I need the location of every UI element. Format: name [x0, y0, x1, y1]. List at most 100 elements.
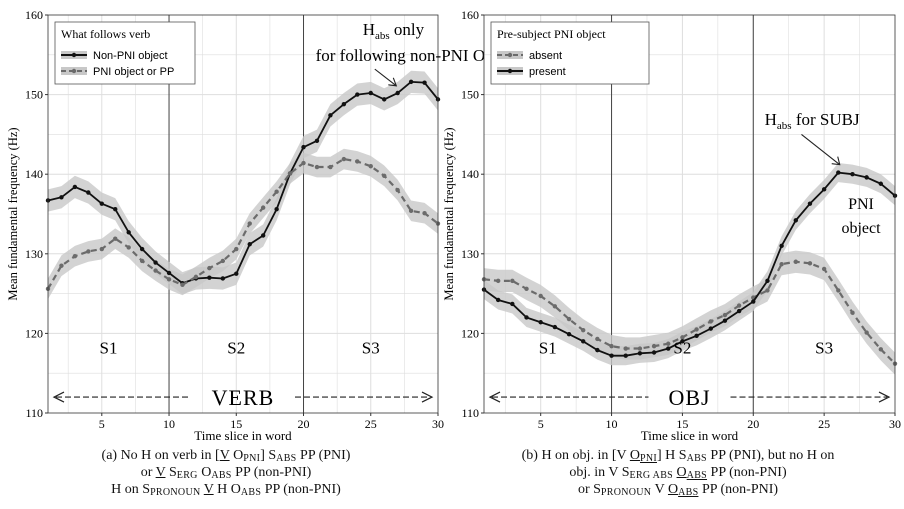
- data-point: [314, 138, 320, 143]
- caption-segment: V: [155, 465, 166, 480]
- caption-segment: ERG ABS: [629, 470, 674, 481]
- x-tick-label: 5: [538, 417, 544, 431]
- data-point: [680, 335, 685, 340]
- data-point: [581, 339, 586, 344]
- data-point: [220, 258, 226, 264]
- confidence-band-1: [484, 250, 895, 375]
- data-point: [139, 258, 145, 264]
- caption-segment: PP (non-PNI): [231, 465, 312, 480]
- annotation-arrow: [374, 68, 397, 87]
- x-tick-label: 10: [606, 417, 618, 431]
- series-line-2: [47, 157, 439, 290]
- x-tick-label: 25: [818, 417, 830, 431]
- caption-segment: O: [676, 465, 687, 480]
- y-tick-label: 160: [461, 8, 479, 22]
- chart-panel-a: 110 120 130 140 150 160 5 10 15 20 25 30 Time slice …: [6, 8, 503, 443]
- caption-panel-a: (a) No H on verb in [V OPNI] SABS PP (PN…: [0, 447, 452, 498]
- data-point: [779, 243, 784, 249]
- data-point: [878, 347, 884, 352]
- data-point: [821, 266, 827, 272]
- x-tick-label: 30: [889, 417, 901, 431]
- caption-segment: PRONOUN: [150, 487, 201, 498]
- data-point: [651, 350, 657, 355]
- x-tick-label: 25: [365, 417, 377, 431]
- caption-segment: H on S: [111, 482, 151, 497]
- data-point: [637, 351, 643, 356]
- data-point: [287, 171, 293, 176]
- region-label-s3: S3: [815, 338, 833, 357]
- data-point: [708, 319, 713, 324]
- caption-segment: V: [219, 448, 230, 463]
- data-point: [666, 346, 671, 351]
- annotation-line-2: for following non-PNI OBJ: [316, 46, 504, 65]
- data-point: [793, 259, 798, 264]
- data-point: [247, 221, 252, 226]
- caption-segment: ] S: [260, 448, 277, 463]
- caption-segment: O: [229, 448, 244, 463]
- annotation-line-1: Habs for SUBJ: [765, 110, 860, 132]
- y-axis-label: Mean fundamental frequency (Hz): [6, 127, 20, 300]
- series-line-2: [483, 171, 896, 357]
- x-axis-label: Time slice in word: [194, 428, 292, 443]
- data-point: [99, 246, 104, 252]
- data-point: [694, 327, 699, 332]
- x-tick-label: 10: [163, 417, 175, 431]
- data-point: [153, 260, 158, 265]
- data-point: [382, 173, 387, 178]
- axes-frame: [483, 14, 896, 414]
- data-point: [166, 270, 172, 276]
- data-point: [207, 265, 212, 271]
- data-point: [510, 278, 515, 284]
- data-point: [850, 172, 855, 177]
- caption-line: or V SERG OABS PP (non-PNI): [0, 464, 452, 481]
- data-point: [538, 320, 543, 325]
- data-point: [86, 190, 91, 195]
- series-line-1: [483, 260, 896, 365]
- data-point: [301, 160, 306, 166]
- data-point: [850, 310, 855, 315]
- annotation-arrowhead: [388, 77, 398, 87]
- data-point: [765, 278, 770, 284]
- caption-segment: O: [667, 482, 679, 497]
- data-point: [113, 236, 118, 241]
- y-tick-label: 150: [461, 88, 479, 102]
- data-point: [314, 164, 320, 170]
- data-point: [765, 288, 770, 293]
- y-axis-label: Mean fundamental frequency (Hz): [442, 127, 456, 300]
- data-point: [538, 293, 543, 299]
- caption-line: or SPRONOUN V OABS PP (non-PNI): [452, 481, 904, 498]
- word-label: OBJ: [668, 385, 710, 410]
- data-point: [355, 159, 360, 164]
- data-point: [495, 297, 501, 303]
- data-point: [836, 288, 841, 293]
- data-point: [180, 282, 185, 288]
- data-point: [395, 90, 400, 96]
- legend-title: Pre-subject PNI object: [497, 27, 606, 41]
- x-tick-label: 30: [432, 417, 444, 431]
- legend-point-swatch: [71, 68, 77, 74]
- data-point: [566, 331, 572, 337]
- x-tick-label: 20: [747, 417, 759, 431]
- caption-segment: ABS: [678, 487, 699, 498]
- extra-label-line-1: PNI: [848, 196, 874, 213]
- caption-segment: obj. in V S: [569, 465, 630, 480]
- data-point: [422, 211, 427, 216]
- caption-segment: ABS: [686, 453, 707, 464]
- caption-segment: (a) No H on verb in [: [101, 448, 220, 463]
- data-point: [495, 278, 501, 284]
- data-point: [751, 299, 756, 304]
- data-point: [328, 113, 333, 118]
- caption-segment: V: [203, 482, 214, 497]
- data-point: [722, 318, 728, 323]
- caption-segment: ABS: [240, 487, 262, 498]
- confidence-band-2: [48, 148, 438, 300]
- data-point: [736, 308, 742, 314]
- data-point: [666, 341, 671, 346]
- arrowhead-right: [421, 391, 434, 403]
- data-point: [193, 274, 199, 280]
- data-point: [864, 175, 869, 180]
- data-point: [301, 144, 306, 150]
- word-label: VERB: [212, 385, 275, 410]
- data-point: [247, 242, 252, 247]
- legend: Pre-subject PNI object absent present: [490, 21, 650, 85]
